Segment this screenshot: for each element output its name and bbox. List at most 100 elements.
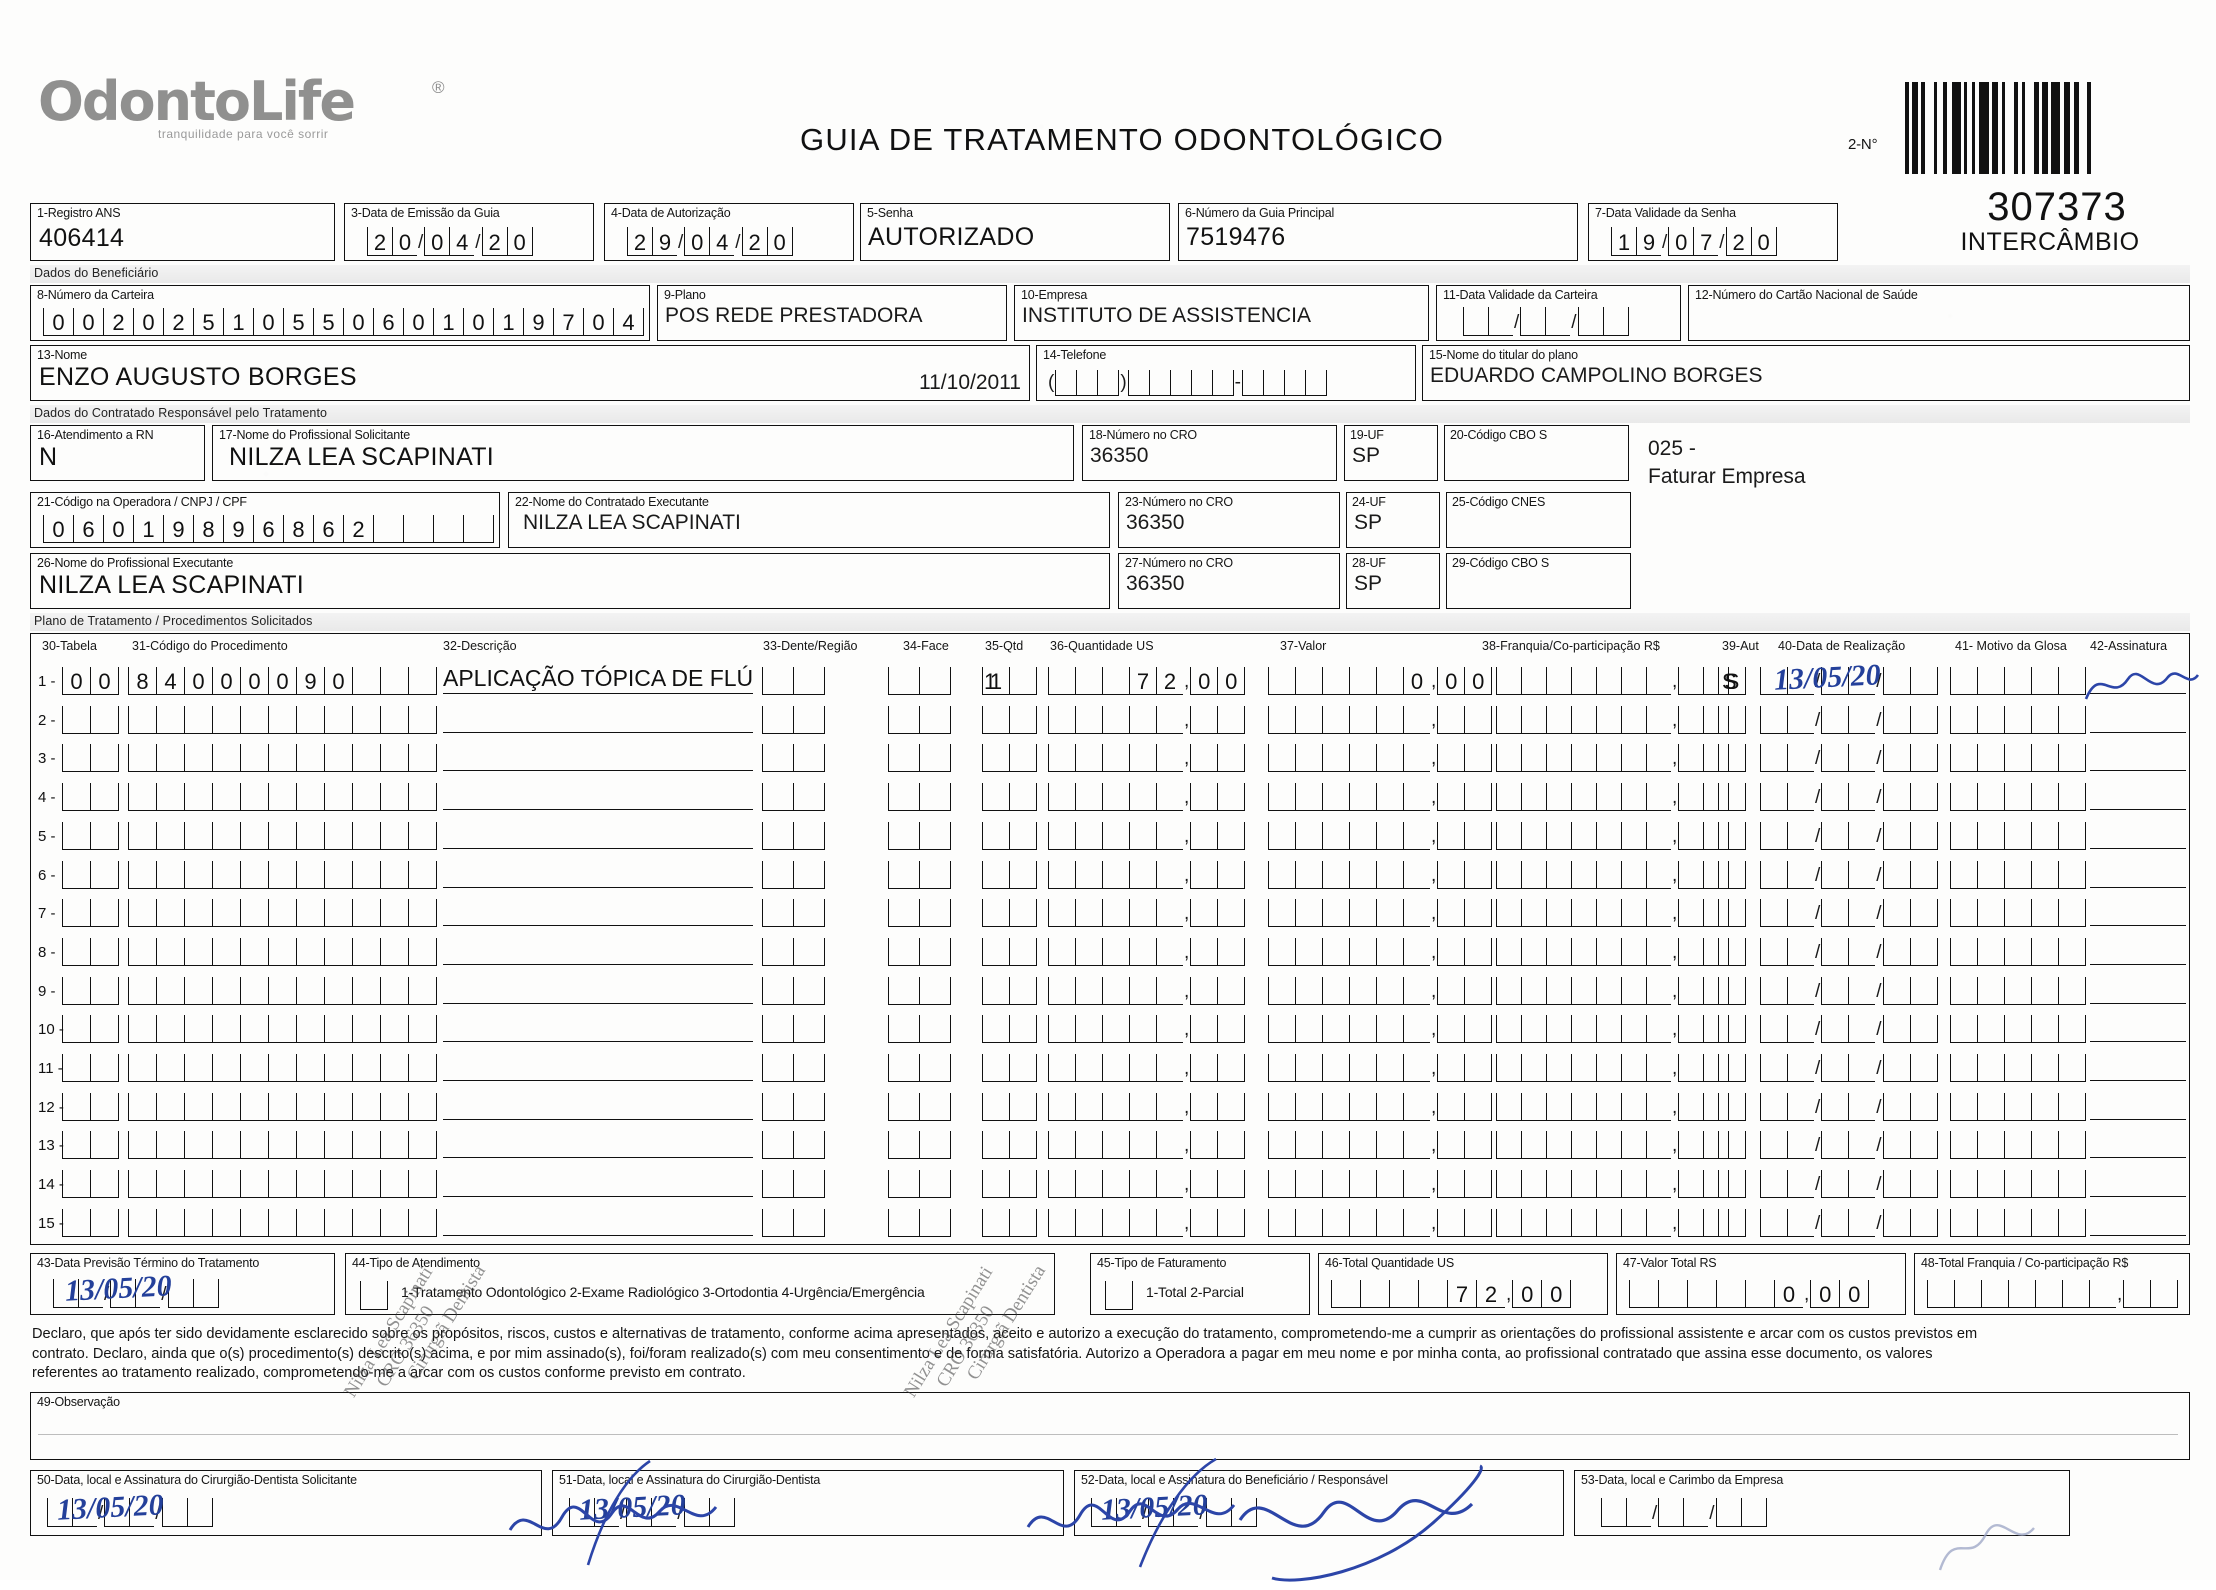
comb-cell[interactable] xyxy=(1678,937,1704,966)
comb-cell[interactable] xyxy=(1496,821,1521,850)
comb-cell[interactable] xyxy=(1075,937,1102,966)
comb-cell[interactable] xyxy=(1322,937,1349,966)
comb-cell[interactable]: 4 xyxy=(449,227,475,256)
comb-cell[interactable] xyxy=(1129,1170,1156,1199)
comb-cell[interactable] xyxy=(1596,705,1621,734)
comb-cell[interactable] xyxy=(1102,705,1129,734)
comb-cell[interactable]: 0 xyxy=(240,667,268,695)
comb-cell[interactable] xyxy=(408,1054,437,1082)
comb-cell[interactable] xyxy=(296,705,324,734)
comb-cell[interactable] xyxy=(2123,1280,2151,1308)
comb-cell[interactable] xyxy=(1787,937,1814,966)
procedure-cell-data-comb[interactable]: / / xyxy=(1760,1129,1938,1160)
procedure-cell-valor-comb[interactable]: , xyxy=(1268,820,1493,850)
comb-cell[interactable] xyxy=(1596,1092,1621,1121)
procedure-cell-codigo[interactable] xyxy=(128,781,437,812)
comb-cell[interactable]: 0 xyxy=(403,308,433,336)
comb-cell[interactable] xyxy=(1075,821,1102,850)
comb-cell[interactable] xyxy=(1927,1280,1954,1308)
procedure-cell-qtd[interactable] xyxy=(982,859,1037,889)
procedure-cell-qtd[interactable] xyxy=(982,975,1037,1005)
procedure-cell-face[interactable] xyxy=(888,665,951,695)
comb-cell[interactable] xyxy=(1848,783,1876,812)
procedure-cell-valor[interactable]: , xyxy=(1268,704,1493,734)
comb-cell[interactable] xyxy=(268,821,296,850)
comb-cell[interactable] xyxy=(380,1054,408,1082)
comb-cell[interactable] xyxy=(62,1131,90,1160)
comb-cell[interactable] xyxy=(1787,1015,1814,1044)
comb-cell[interactable] xyxy=(352,744,380,773)
procedure-cell-franquia[interactable]: , xyxy=(1496,975,1730,1005)
comb-cell[interactable] xyxy=(1521,744,1546,773)
procedure-cell-glosa-comb[interactable] xyxy=(1950,742,2086,773)
field-profissional-solicitante[interactable]: 17-Nome do Profissional Solicitante NILZ… xyxy=(212,425,1074,481)
procedure-cell-qtd[interactable] xyxy=(982,742,1037,773)
comb-cell[interactable] xyxy=(1760,1131,1787,1160)
procedure-cell-glosa-comb[interactable] xyxy=(1950,975,2086,1005)
comb-cell[interactable] xyxy=(1349,1170,1376,1199)
comb-cell[interactable] xyxy=(982,1131,1009,1160)
field-data-emissao-comb[interactable]: 2 0/0 4/2 0 xyxy=(367,226,533,256)
comb-cell[interactable] xyxy=(1217,821,1246,850)
comb-cell[interactable] xyxy=(1909,821,1938,850)
procedure-cell-franquia[interactable]: , xyxy=(1496,1129,1730,1160)
comb-cell[interactable] xyxy=(1760,899,1787,928)
comb-cell[interactable]: 0 xyxy=(103,515,133,543)
comb-cell[interactable] xyxy=(793,1015,825,1044)
procedure-cell-descricao[interactable] xyxy=(443,859,753,888)
comb-cell[interactable] xyxy=(1009,1131,1037,1160)
comb-cell[interactable] xyxy=(1403,1208,1430,1237)
comb-cell[interactable] xyxy=(1678,705,1704,734)
comb-cell[interactable]: 2 xyxy=(1725,227,1751,256)
field-cbo-solicitante[interactable]: 20-Código CBO S xyxy=(1444,425,1629,481)
procedure-cell-valor-comb[interactable]: , xyxy=(1268,936,1493,966)
comb-cell[interactable] xyxy=(1102,860,1129,889)
comb-cell[interactable] xyxy=(1349,976,1376,1005)
comb-cell[interactable] xyxy=(184,744,212,773)
comb-cell[interactable] xyxy=(1882,1054,1910,1082)
comb-cell[interactable] xyxy=(156,1131,184,1160)
comb-cell[interactable] xyxy=(1009,821,1037,850)
comb-cell[interactable] xyxy=(1950,705,1977,734)
procedure-cell-qtd[interactable] xyxy=(982,1129,1037,1160)
procedure-cell-face[interactable] xyxy=(888,704,951,734)
comb-cell[interactable] xyxy=(240,860,268,889)
procedure-cell-assinatura[interactable] xyxy=(2090,936,2186,965)
comb-cell[interactable] xyxy=(1190,1208,1218,1237)
procedure-cell-codigo[interactable] xyxy=(128,1091,437,1121)
signature-date-comb-53[interactable]: / / xyxy=(1601,1497,1767,1527)
procedure-cell-face[interactable] xyxy=(888,1013,951,1044)
comb-cell[interactable] xyxy=(1102,937,1129,966)
procedure-cell-face[interactable] xyxy=(888,781,951,812)
comb-cell[interactable] xyxy=(1678,1054,1704,1082)
procedure-cell-codigo-comb[interactable] xyxy=(128,859,437,889)
comb-cell[interactable] xyxy=(324,976,352,1005)
comb-cell[interactable] xyxy=(1718,1208,1746,1237)
procedure-cell-data-comb[interactable]: / / xyxy=(1760,1207,1938,1237)
comb-cell[interactable] xyxy=(1048,705,1075,734)
procedure-cell-face[interactable] xyxy=(888,897,951,928)
comb-cell[interactable] xyxy=(888,1015,919,1044)
comb-cell[interactable] xyxy=(1950,937,1977,966)
procedure-cell-valor[interactable]: , xyxy=(1268,1013,1493,1044)
procedure-cell-aut-comb[interactable] xyxy=(1718,936,1746,966)
comb-cell[interactable] xyxy=(268,1092,296,1121)
comb-cell[interactable] xyxy=(1403,1131,1430,1160)
comb-cell[interactable] xyxy=(982,1015,1009,1044)
comb-cell[interactable]: 1 xyxy=(133,515,163,543)
comb-cell[interactable] xyxy=(186,1498,213,1527)
comb-cell[interactable] xyxy=(982,937,1009,966)
comb-cell[interactable] xyxy=(433,515,463,543)
comb-cell[interactable] xyxy=(1821,1131,1849,1160)
comb-cell[interactable] xyxy=(1496,783,1521,812)
comb-cell[interactable] xyxy=(1909,1015,1938,1044)
comb-cell[interactable] xyxy=(1621,1131,1646,1160)
comb-cell[interactable] xyxy=(90,976,119,1005)
procedure-cell-data-comb[interactable]: / / xyxy=(1760,936,1938,966)
comb-cell[interactable] xyxy=(1349,667,1376,695)
comb-cell[interactable] xyxy=(1217,1015,1246,1044)
comb-cell[interactable] xyxy=(352,860,380,889)
procedure-cell-dente-comb[interactable] xyxy=(762,704,825,734)
procedure-cell-glosa[interactable] xyxy=(1950,859,2086,889)
procedure-cell-qtd_us-comb[interactable]: , xyxy=(1048,936,1246,966)
